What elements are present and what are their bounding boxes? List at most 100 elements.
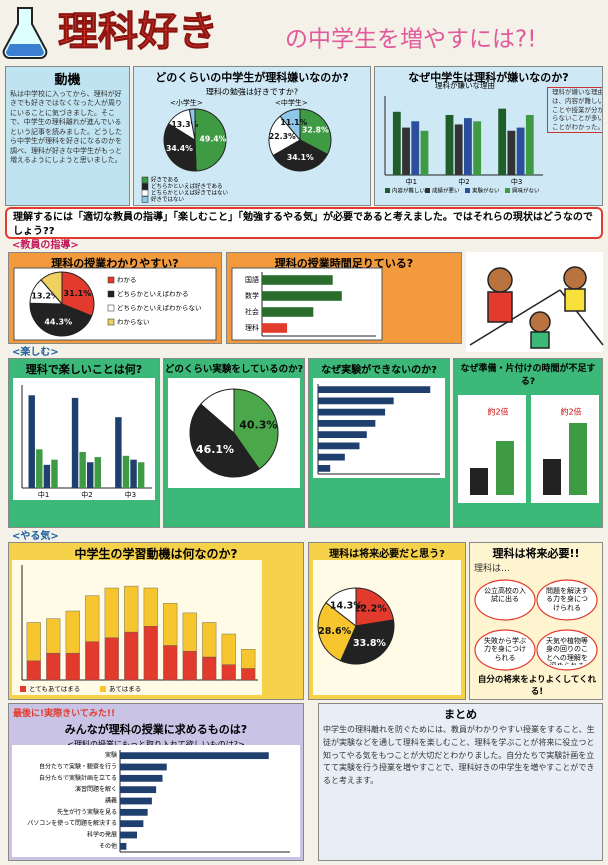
- lead: 理科は…: [474, 564, 511, 574]
- legend-text: どちらかといえば好きである: [151, 182, 222, 190]
- bubble-text: 問題を解決する力を身につけられる: [546, 587, 588, 612]
- legend-swatch: [505, 188, 510, 193]
- slice-label: 31.1%: [64, 289, 92, 298]
- bar: [182, 651, 197, 681]
- need-panel: 理科は将来必要!! 理科は… 自分の将来をよりよくしてくれる!: [469, 542, 603, 700]
- pie-slice: [355, 587, 395, 627]
- bar: [392, 111, 401, 175]
- slice-label: 33.8%: [353, 638, 386, 649]
- pie-slice: [29, 302, 93, 337]
- kicker: 最後に!実際きいてみた!!: [13, 709, 116, 719]
- body: 私は中学校に入ってから、理科が好きでも好きではなくなった人が周りにいることに気づ…: [10, 90, 122, 165]
- bar: [120, 797, 152, 805]
- section-label: <楽しむ>: [12, 345, 59, 358]
- bar: [464, 118, 472, 175]
- bar: [318, 465, 331, 472]
- bar: [26, 622, 41, 662]
- bar: [28, 395, 35, 488]
- y-tick-label: 演習問題を解く: [75, 785, 117, 793]
- bar: [262, 307, 314, 317]
- bar: [318, 442, 360, 450]
- bar: [65, 652, 80, 681]
- y-tick-label: 社会: [245, 307, 259, 316]
- bar: [130, 459, 137, 488]
- heading: なぜ準備・片付けの時間が不足する?: [460, 364, 596, 387]
- bar: [318, 386, 431, 393]
- bar: [262, 275, 333, 285]
- pie-slice: [188, 108, 196, 141]
- bar: [411, 121, 420, 175]
- legend-swatch: [20, 686, 26, 692]
- bar: [46, 618, 61, 654]
- legend-swatch: [141, 196, 149, 203]
- legend-text: どちらかといえばわからない: [117, 303, 202, 312]
- bar: [43, 464, 51, 488]
- legend-text: どちらかといえばわかる: [117, 289, 189, 298]
- bar: [120, 820, 144, 828]
- heading: 理科で楽しいことは何?: [25, 363, 143, 376]
- bar: [26, 660, 41, 681]
- bar: [87, 462, 94, 488]
- bubble-text: 公立高校の入試に出る: [484, 587, 526, 603]
- bar: [71, 397, 79, 488]
- legend-swatch: [100, 686, 106, 692]
- bar: [420, 130, 429, 175]
- bar: [115, 417, 122, 488]
- legend-swatch: [425, 188, 430, 193]
- slice-label: 49.4%: [200, 135, 227, 144]
- pie-slice: [317, 601, 357, 662]
- heading: 理科は将来必要!!: [492, 547, 580, 560]
- y-tick-label: 数学: [245, 291, 259, 300]
- legend-text: あてはまる: [109, 685, 141, 693]
- y-tick-label: 科学の発展: [87, 831, 117, 839]
- x-tick-label: 中3: [511, 177, 522, 186]
- bar: [124, 631, 139, 681]
- flask-icon: [2, 7, 48, 59]
- bubble-text: 失敗から学ぶ力を身につけられる: [484, 637, 526, 662]
- legend-swatch: [141, 176, 149, 184]
- bar: [120, 763, 167, 771]
- bar: [470, 468, 488, 495]
- slice-label: 13.3%: [171, 120, 198, 129]
- legend-text: とてもあてはまる: [29, 685, 80, 693]
- bubble-label: 問題を解決する力を身につけられる: [546, 587, 588, 612]
- legend-swatch: [465, 188, 470, 193]
- bar: [241, 649, 256, 669]
- bar: [318, 431, 367, 438]
- bar: [318, 408, 386, 416]
- pie-label: <小学生>: [170, 98, 203, 107]
- bar: [496, 441, 514, 495]
- bar: [221, 633, 236, 665]
- x-tick-label: 中1: [38, 490, 49, 499]
- bar: [94, 457, 102, 488]
- bubble-label: 失敗から学ぶ力を身につけられる: [484, 637, 526, 662]
- slice-label: 34.1%: [287, 153, 314, 162]
- slice-label: 34.4%: [166, 144, 193, 153]
- slice-label: 22.2%: [354, 604, 387, 615]
- chart-bg: [531, 395, 599, 503]
- legend-swatch: [107, 276, 115, 284]
- slice-label: 32.8%: [302, 126, 329, 135]
- bar: [163, 645, 178, 681]
- pie-slice: [268, 115, 301, 157]
- why-panel: なぜ中学生は理科が嫌いなのか? 理科が嫌いな理由は、内容が難しいことや授業が分から…: [374, 66, 603, 206]
- bar: [182, 612, 197, 652]
- slice-label: 22.3%: [269, 132, 296, 141]
- bar: [262, 323, 288, 333]
- bar: [120, 842, 127, 850]
- bar: [473, 121, 482, 175]
- chart-bg: [313, 378, 445, 478]
- summary-panel: まとめ 中学生の理科離れを防ぐためには、教員がわかりやすい授業をすること、生徒が実…: [318, 703, 603, 861]
- title-rest: の中学生を増やすには?!: [285, 27, 536, 53]
- bar: [79, 451, 86, 488]
- bar: [525, 114, 534, 175]
- pie-slice: [189, 403, 260, 478]
- bar: [262, 291, 342, 301]
- bar: [46, 652, 61, 681]
- bar: [143, 626, 158, 681]
- bar: [318, 420, 376, 427]
- bar: [569, 423, 587, 495]
- bubble-label: 天気や植物等身の回りのことへの理解を深められる: [546, 637, 588, 665]
